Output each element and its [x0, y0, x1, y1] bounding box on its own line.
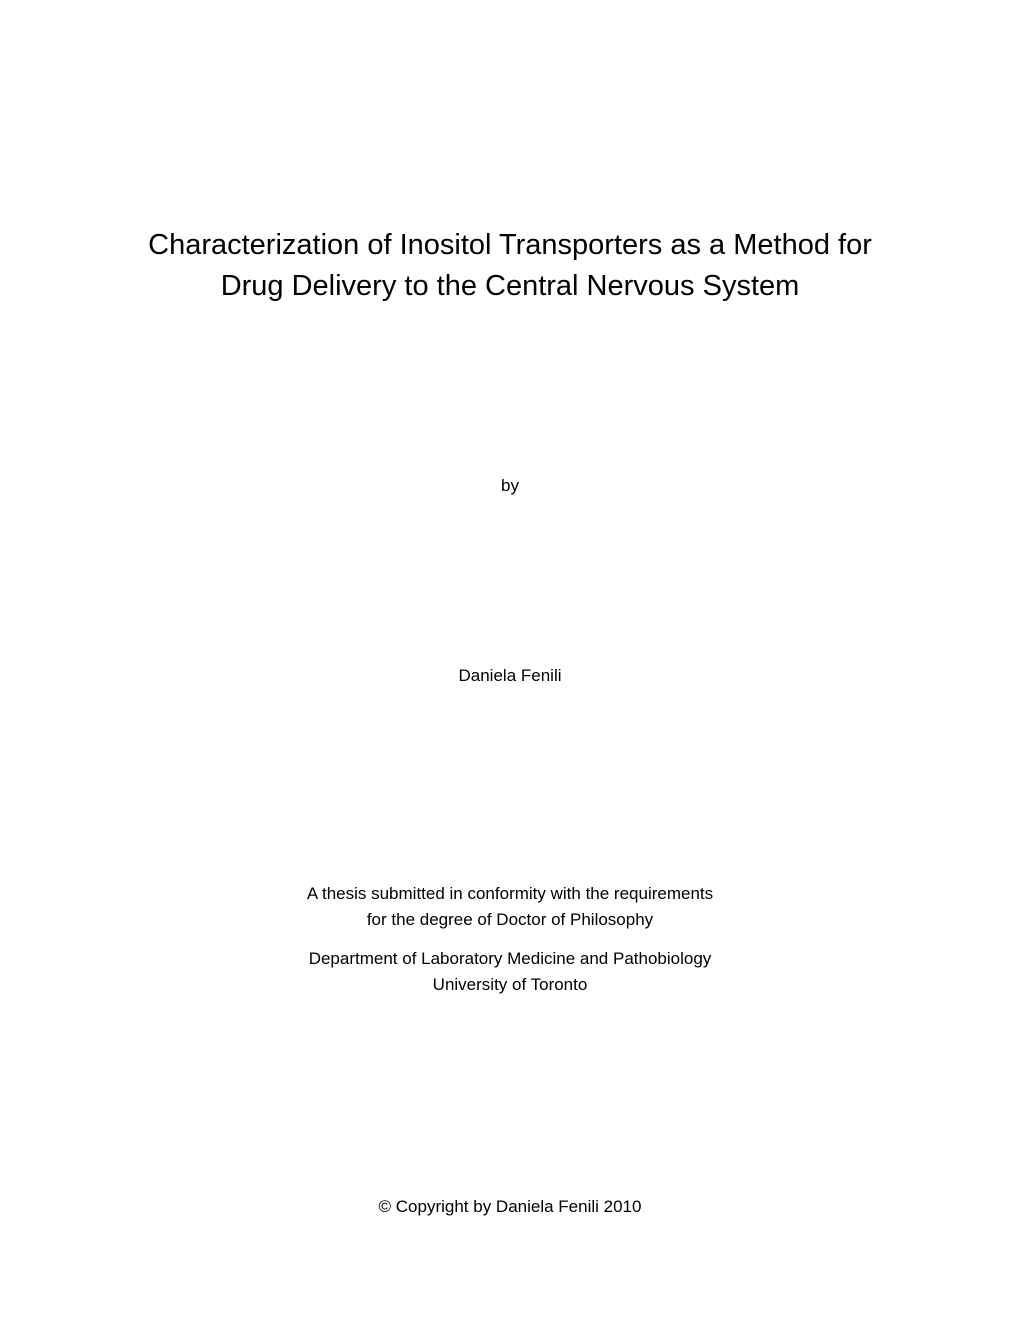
submission-statement: A thesis submitted in conformity with th…: [115, 686, 905, 932]
thesis-title-page: Characterization of Inositol Transporter…: [0, 0, 1020, 1320]
by-label: by: [115, 306, 905, 496]
submission-line-1: A thesis submitted in conformity with th…: [115, 881, 905, 907]
submission-line-2: for the degree of Doctor of Philosophy: [115, 907, 905, 933]
department-block: Department of Laboratory Medicine and Pa…: [115, 932, 905, 997]
thesis-title: Characterization of Inositol Transporter…: [115, 0, 905, 306]
department-name: Department of Laboratory Medicine and Pa…: [115, 946, 905, 972]
author-name: Daniela Fenili: [115, 496, 905, 686]
copyright-notice: © Copyright by Daniela Fenili 2010: [115, 997, 905, 1217]
university-name: University of Toronto: [115, 972, 905, 998]
